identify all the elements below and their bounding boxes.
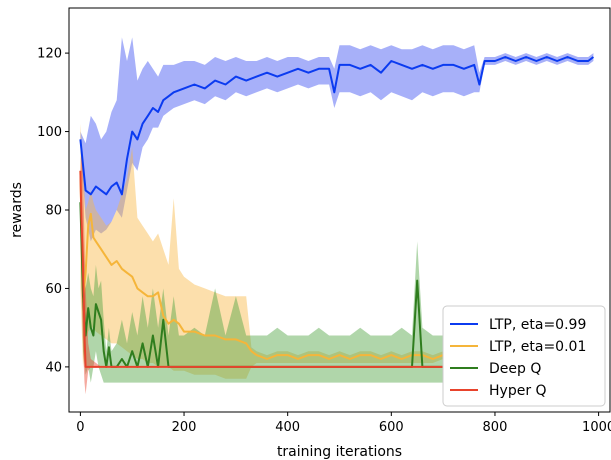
y-tick-label-100: 100 [37, 125, 62, 140]
line-hyper-q [79, 170, 444, 368]
series-lines [79, 56, 595, 368]
band-ltp-eta-0-99 [80, 37, 594, 242]
y-tick-label-40: 40 [45, 360, 62, 375]
legend: LTP, eta=0.99 LTP, eta=0.01 Deep Q Hyper Q [442, 305, 606, 407]
x-tick-label-600: 600 [379, 420, 404, 435]
band-ltp-eta-0-01 [80, 123, 444, 379]
legend-label-ltp-eta-0-01: LTP, eta=0.01 [489, 339, 586, 355]
x-tick-label-800: 800 [483, 420, 508, 435]
y-tick-label-80: 80 [45, 204, 62, 219]
confidence-bands [80, 37, 594, 395]
y-tick-label-120: 120 [37, 47, 62, 62]
legend-label-hyper-q: Hyper Q [489, 383, 547, 399]
x-tick-label-400: 400 [275, 420, 300, 435]
line-ltp-eta-0-99 [79, 56, 595, 196]
legend-label-ltp-eta-0-99: LTP, eta=0.99 [489, 317, 586, 333]
x-tick-label-200: 200 [172, 420, 197, 435]
legend-box [442, 305, 606, 407]
line-ltp-eta-0-01 [79, 170, 444, 360]
x-axis-label: training iterations [277, 444, 402, 460]
x-axis-ticks: 0 200 400 600 800 1000 [76, 412, 611, 435]
legend-label-deep-q: Deep Q [489, 361, 541, 377]
y-axis-label: rewards [9, 182, 25, 238]
x-tick-label-1000: 1000 [582, 420, 611, 435]
band-deep-q [80, 202, 444, 383]
x-tick-label-0: 0 [76, 420, 84, 435]
y-tick-label-60: 60 [45, 282, 62, 297]
y-axis-ticks: 40 60 80 100 120 [37, 47, 69, 375]
